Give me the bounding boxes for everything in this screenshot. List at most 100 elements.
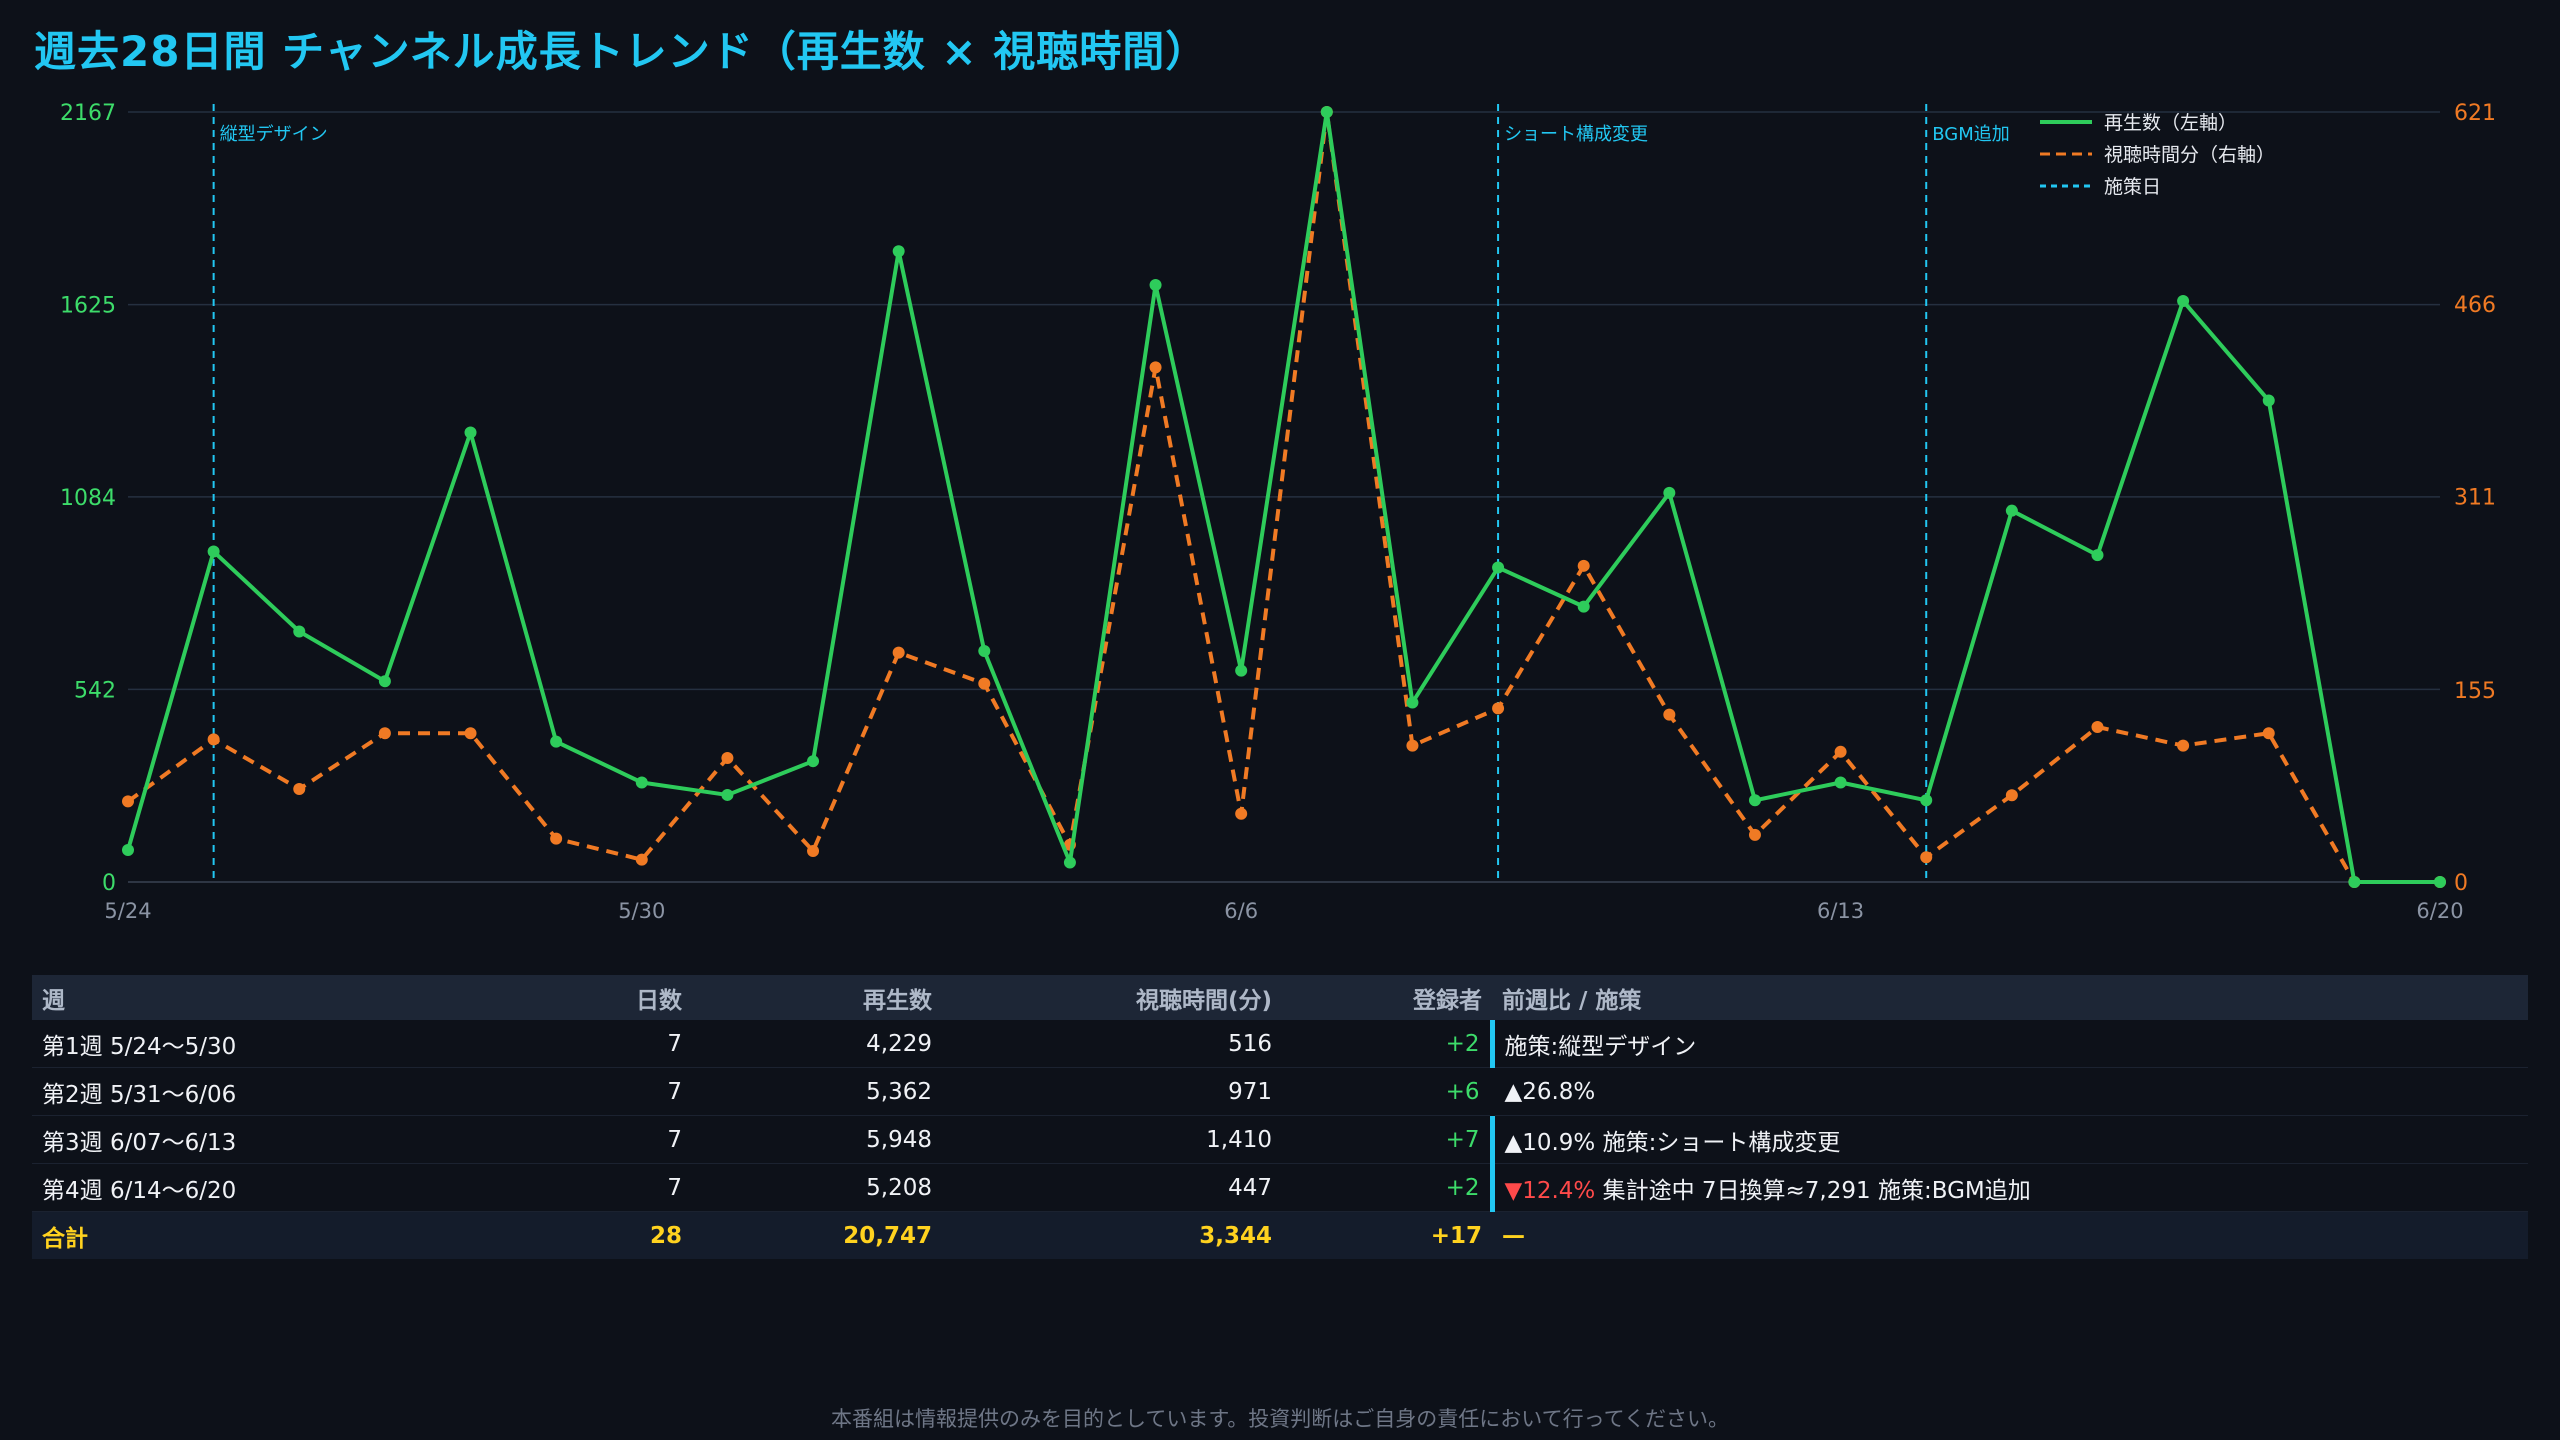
col-views: 再生数 (692, 975, 942, 1020)
table-row: 第2週 5/31〜6/06 7 5,362 971 +6 ▲26.8% (32, 1067, 2528, 1116)
views-point (550, 735, 563, 748)
watch-time-point (2005, 789, 2018, 802)
views-point (635, 776, 648, 789)
change-percent: ▼12.4% (1504, 1177, 1596, 1204)
watch-time-point (978, 677, 991, 690)
cell-views: 5,362 (692, 1067, 942, 1116)
total-label: 合計 (32, 1211, 542, 1259)
y-right-tick-label: 621 (2454, 101, 2496, 126)
views-point (122, 844, 134, 857)
views-point (892, 245, 905, 258)
watch-time-point (293, 783, 306, 796)
views-point (1149, 279, 1162, 292)
views-point (1320, 106, 1333, 118)
chart-legend: 再生数（左軸） 視聴時間分（右軸） 施策日 (2040, 112, 2275, 198)
watch-time-point (550, 832, 563, 845)
event-lines: 縦型デザイン ショート構成変更 BGM追加 (212, 104, 2010, 882)
watch-time-point (1492, 702, 1505, 715)
cell-subs: +7 (1282, 1115, 1492, 1164)
change-percent: ▲10.9% (1504, 1129, 1596, 1156)
cell-subs: +2 (1282, 1020, 1492, 1068)
weekly-summary-table: 週 日数 再生数 視聴時間(分) 登録者 前週比 / 施策 第1週 5/24〜5… (32, 975, 2528, 1259)
watch-time-point (2262, 727, 2275, 740)
views-point (464, 426, 477, 439)
table-row: 第4週 6/14〜6/20 7 5,208 447 +2 ▼12.4% 集計途中 7日換算… (32, 1163, 2528, 1212)
watch-time-point (2177, 739, 2190, 752)
table-row: 第3週 6/07〜6/13 7 5,948 1,410 +7 ▲10.9% 施策:ショート… (32, 1115, 2528, 1164)
event-label: ショート構成変更 (1504, 124, 1648, 145)
cell-week: 第2週 5/31〜6/06 (32, 1067, 542, 1116)
table-row: 第1週 5/24〜5/30 7 4,229 516 +2 施策:縦型デザイン (32, 1020, 2528, 1068)
watch-time-point (464, 727, 477, 740)
cell-watch: 971 (942, 1067, 1282, 1116)
views-point (978, 645, 991, 658)
cell-watch: 1,410 (942, 1115, 1282, 1164)
views-point (721, 788, 734, 801)
cell-days: 7 (542, 1067, 692, 1116)
watch-time-point (892, 646, 905, 659)
watch-time-point (1235, 807, 1248, 820)
views-point (1577, 600, 1590, 613)
cell-days: 7 (542, 1115, 692, 1164)
cell-week: 第4週 6/14〜6/20 (32, 1163, 542, 1212)
col-week: 週 (32, 975, 542, 1020)
y-left-tick-label: 1625 (60, 294, 116, 319)
y-left-tick-label: 542 (74, 678, 116, 703)
total-change: — (1492, 1211, 2528, 1259)
x-tick-label: 5/24 (104, 899, 151, 923)
y-right-tick-label: 466 (2454, 293, 2496, 318)
cell-views: 5,208 (692, 1163, 942, 1212)
views-point (1663, 486, 1676, 499)
watch-time-point (122, 795, 134, 808)
watch-time-point (1748, 828, 1761, 841)
views-point (2262, 394, 2275, 407)
views-point (2091, 549, 2104, 562)
x-tick-label: 6/6 (1224, 899, 1258, 923)
watch-time-point (721, 752, 734, 765)
measure-note: 集計途中 7日換算≈7,291 施策:BGM追加 (1602, 1177, 2031, 1204)
x-tick-label: 6/13 (1817, 899, 1864, 923)
change-percent: ▲26.8% (1504, 1078, 1596, 1105)
total-days: 28 (542, 1211, 692, 1259)
total-watch: 3,344 (942, 1211, 1282, 1259)
views-point (1406, 696, 1419, 709)
cell-subs: +6 (1282, 1067, 1492, 1116)
cell-change-note: ▲10.9% 施策:ショート構成変更 (1489, 1115, 2528, 1164)
y-right-tick-label: 0 (2454, 871, 2468, 896)
watch-time-point (207, 733, 220, 746)
x-axis: 5/24 5/30 6/6 6/13 6/20 (104, 899, 2463, 923)
y-right-tick-label: 311 (2454, 485, 2496, 510)
views-point (1920, 794, 1933, 807)
views-point (807, 755, 820, 768)
cell-week: 第1週 5/24〜5/30 (32, 1020, 542, 1068)
watch-time-line (126, 110, 2440, 884)
cell-days: 7 (542, 1020, 692, 1068)
total-views: 20,747 (692, 1211, 942, 1259)
watch-time-point (1406, 739, 1419, 752)
views-point (2348, 876, 2361, 888)
cell-watch: 447 (942, 1163, 1282, 1212)
watch-time-point (635, 853, 648, 866)
cell-views: 5,948 (692, 1115, 942, 1164)
watch-time-point (1577, 559, 1590, 572)
col-watch: 視聴時間(分) (942, 975, 1282, 1020)
views-point (207, 545, 220, 558)
y-left-tick-label: 0 (102, 871, 116, 896)
views-point (2005, 504, 2018, 517)
series-lines (122, 106, 2446, 888)
x-tick-label: 6/20 (2416, 899, 2463, 923)
y-right-tick-label: 155 (2454, 679, 2496, 704)
views-line (126, 110, 2440, 884)
page-title: 週去28日間 チャンネル成長トレンド（再生数 × 視聴時間） (34, 27, 1209, 76)
col-subs: 登録者 (1282, 975, 1492, 1020)
watch-time-point (378, 727, 391, 740)
watch-time-point (1663, 708, 1676, 721)
watch-time-point (2091, 721, 2104, 734)
views-point (2177, 295, 2190, 308)
event-label: BGM追加 (1932, 124, 2010, 145)
col-change: 前週比 / 施策 (1492, 975, 2528, 1020)
table-header-row: 週 日数 再生数 視聴時間(分) 登録者 前週比 / 施策 (32, 975, 2528, 1020)
measure-note: 施策:縦型デザイン (1504, 1033, 1697, 1060)
views-point (2434, 876, 2446, 888)
measure-note: 施策:ショート構成変更 (1602, 1129, 1841, 1156)
